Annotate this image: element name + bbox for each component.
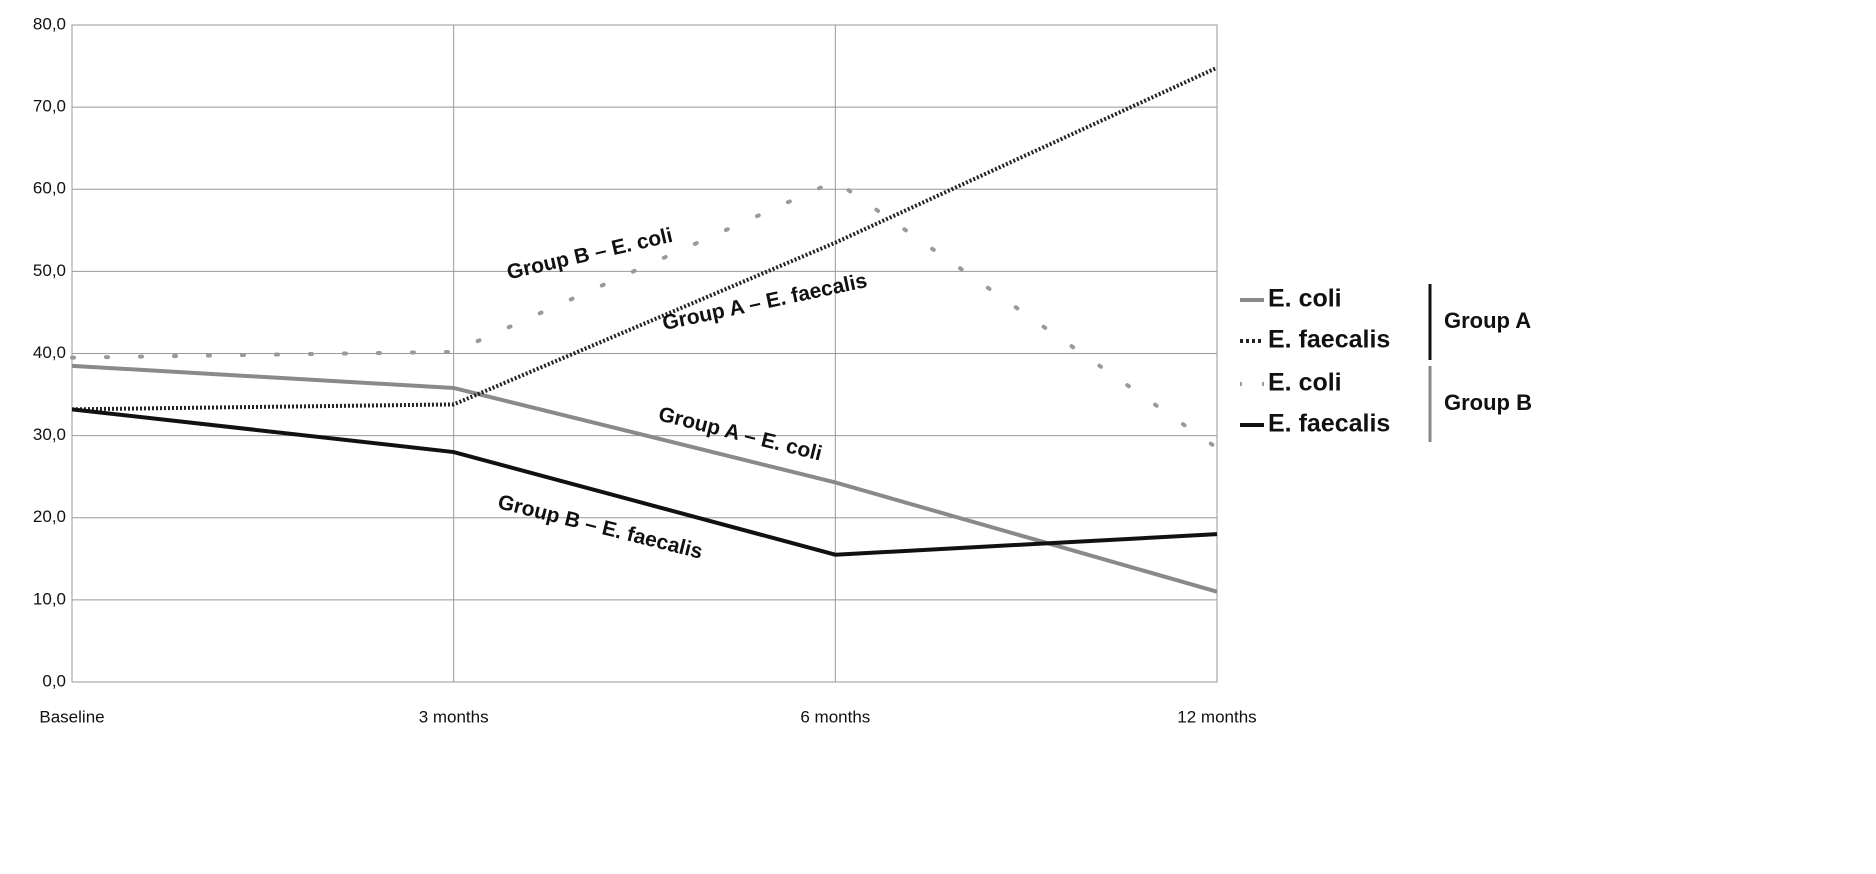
series-line bbox=[70, 178, 1219, 450]
annotation: Group A – E. coli bbox=[656, 403, 824, 466]
legend-label: E. coli bbox=[1268, 369, 1342, 397]
y-tick-label: 10,0 bbox=[33, 589, 66, 608]
y-tick-label: 0,0 bbox=[42, 671, 66, 690]
y-tick-label: 20,0 bbox=[33, 507, 66, 526]
annotation: Group B – E. faecalis bbox=[496, 491, 705, 564]
legend-label: E. faecalis bbox=[1268, 326, 1390, 354]
x-tick-label: 6 months bbox=[800, 707, 870, 726]
series-line bbox=[71, 363, 1218, 594]
annotation: Group B – E. coli bbox=[505, 224, 675, 284]
x-tick-label: Baseline bbox=[39, 707, 104, 726]
series-line bbox=[71, 407, 1218, 557]
y-tick-label: 70,0 bbox=[33, 97, 66, 116]
legend-label: E. coli bbox=[1268, 285, 1342, 313]
y-tick-label: 60,0 bbox=[33, 179, 66, 198]
x-tick-label: 12 months bbox=[1177, 707, 1256, 726]
y-tick-label: 40,0 bbox=[33, 343, 66, 362]
legend-group-label: Group B bbox=[1444, 390, 1532, 415]
y-tick-label: 50,0 bbox=[33, 261, 66, 280]
legend-group-label: Group A bbox=[1444, 308, 1531, 333]
legend-label: E. faecalis bbox=[1268, 410, 1390, 438]
y-tick-label: 30,0 bbox=[33, 425, 66, 444]
series-line bbox=[71, 65, 1218, 412]
y-tick-label: 80,0 bbox=[33, 14, 66, 33]
x-tick-label: 3 months bbox=[419, 707, 489, 726]
